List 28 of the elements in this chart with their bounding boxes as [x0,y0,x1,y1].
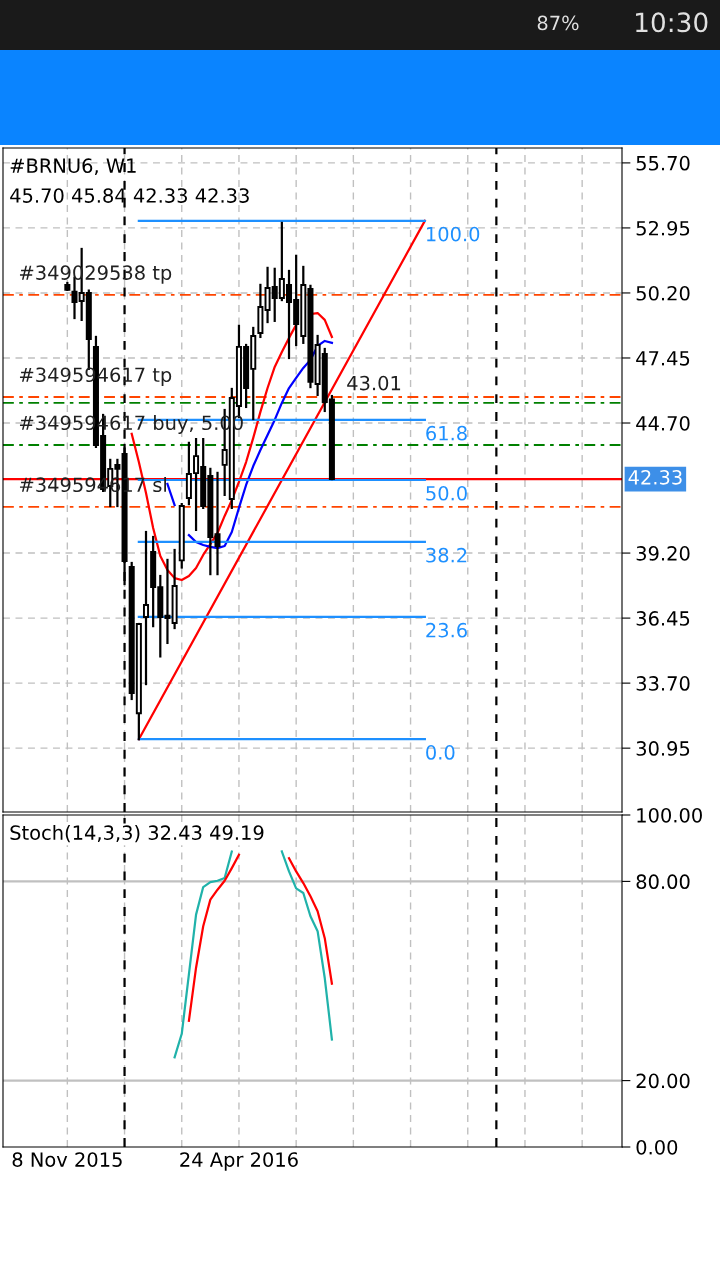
y-tick-label: 0.00 [636,1139,678,1155]
y-tick-label: 100.00 [637,807,702,823]
series-label: 50.0 [426,485,467,501]
text: 87% [537,15,579,31]
y-tick-label: 39.20 [636,546,690,561]
y-tick-label: 55.70 [636,155,690,171]
text: 45.70 45.84 42.33 42.33 [10,188,249,203]
y-tick-label: 36.45 [636,611,690,626]
series-label: 61.8 [426,425,467,441]
series-label: 23.6 [426,622,467,638]
y-tick-label: 30.95 [636,741,690,756]
series-label: 100.0 [427,226,480,242]
series-label: 38.2 [426,547,467,563]
y-tick-label: 44.70 [636,415,690,431]
chart-title: Stoch(14,3,3) 32.43 49.19 [10,824,264,843]
text: 10:30 [636,12,708,33]
ref-line-label: 42.33 [628,469,682,485]
y-tick-label: 33.70 [636,676,690,691]
x-tick-label: 24 Apr 2016 [180,1152,298,1171]
y-tick-label: 20.00 [636,1073,690,1089]
annotation: 43.01 [347,375,401,391]
y-tick-label: 47.45 [636,351,690,366]
chart-title: #BRNU6, W1 [10,158,136,175]
y-tick-label: 52.95 [636,220,690,236]
y-tick-label: 50.20 [636,285,690,301]
x-tick-label: 8 Nov 2015 [12,1152,122,1167]
y-tick-label: 80.00 [636,874,690,890]
series-label: 0.0 [426,745,455,760]
